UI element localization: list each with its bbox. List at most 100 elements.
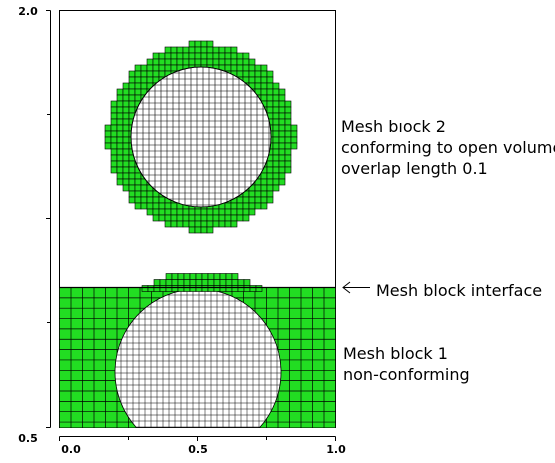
mesh-block-2-cell [224,202,232,210]
mesh-block-2-cell [224,52,232,60]
mesh-block-2-cell [236,52,244,60]
mesh-block-2-cell [272,82,280,90]
overlap-bump-cell [237,285,245,292]
mesh-block-2-cell [248,202,256,210]
overlap-bump-cell [249,285,257,292]
mesh-block-2-cell [128,196,136,204]
overlap-bump-cell [195,285,203,292]
mesh-block-2-cell [134,184,142,192]
mesh-block-2-cell [116,148,124,156]
mesh-block-2-cell [278,172,286,180]
mesh-block-2-cell [134,196,142,204]
mesh-block-2-cell [152,58,160,66]
y-tick-label-bottom: 0.5 [18,432,38,445]
mesh-block-2-cell [134,70,142,78]
mesh-block-2-cell [254,184,262,192]
mesh-block-1-hole [114,288,282,428]
mesh-block-2-cell [206,52,214,60]
mesh-block-2-cell [200,52,208,60]
mesh-block-2-cell [236,70,244,78]
mesh-block-2-cell [116,130,124,138]
mesh-block-2-cell [278,88,286,96]
overlap-bump-cell [183,273,191,280]
mesh-block-2-cell [140,70,148,78]
x-axis: 0.0 0.5 1.0 [59,436,346,456]
mesh-block-2-cell [206,208,214,216]
overlap-bump-cell [207,279,215,286]
mesh-block-2-cell [260,70,268,78]
mesh-block-2-cell [224,58,232,66]
mesh-block-2-cell [134,178,142,186]
mesh-block-2-cell [104,130,112,138]
mesh-block-2-cell [134,172,142,180]
mesh-block-2-cell [248,58,256,66]
mesh-block-2-cell [122,184,130,192]
mesh-block-2-cell [116,160,124,168]
mesh-block-2-cell [104,124,112,132]
mesh-block-2-cell [176,52,184,60]
mesh-block-2-cell [134,94,142,102]
mesh-block-2-cell [170,64,178,72]
mesh-block-2-cell [128,172,136,180]
mesh-block-2-cell [272,118,280,126]
overlap-bump-cell [171,279,179,286]
mesh-block-2-cell [200,46,208,54]
x-tick-label-2: 1.0 [326,443,346,456]
mesh-block-2-cell [278,160,286,168]
overlap-bump-cell [213,285,221,292]
overlap-bump-cell [159,279,167,286]
overlap-bump-cell [147,285,155,292]
mesh-block-2-cell [272,124,280,132]
mesh-block-2-cell [224,220,232,228]
mesh-block-2-cell [230,64,238,72]
mesh-block-2-cell [266,172,274,180]
mesh-block-2-cell [194,40,202,48]
mesh-block-2-cell [224,208,232,216]
mesh-block-2-cell [278,148,286,156]
mesh-block-2-desc-1: conforming to open volume [341,138,555,157]
mesh-block-2-cell [212,52,220,60]
overlap-bump-cell [183,285,191,292]
mesh-block-2-cell [188,40,196,48]
mesh-block-2-cell [254,190,262,198]
overlap-bump-cell [189,285,197,292]
mesh-block-2-cell [140,76,148,84]
mesh-block-2-cell [146,202,154,210]
mesh-block-2-cell [122,130,130,138]
mesh-block-2-cell [110,142,118,150]
mesh-block-2-cell [128,160,136,168]
mesh-block-2-cell [248,76,256,84]
overlap-bump-cell [219,279,227,286]
mesh-block-2-cell [290,130,298,138]
mesh-block-2-cell [128,70,136,78]
mesh-block-2-cell [290,124,298,132]
y-axis: 2.0 0.5 [18,5,51,445]
mesh-block-2-cell [200,58,208,66]
overlap-bump-cell [201,285,209,292]
mesh-block-2-cell [260,178,268,186]
mesh-block-2-cell [128,88,136,96]
mesh-block-2-cell [170,208,178,216]
mesh-block-2-cell [284,154,292,162]
mesh-block-2-cell [134,64,142,72]
mesh-block-2-cell [194,214,202,222]
overlap-bump-cell [219,285,227,292]
mesh-block-2-cell [158,58,166,66]
overlap-bump-cell [219,273,227,280]
mesh-block-2-cell [284,106,292,114]
mesh-block-2-cell [254,202,262,210]
mesh-block-2-cell [284,142,292,150]
mesh-block-2-cell [272,142,280,150]
mesh-block-2-cell [188,208,196,216]
mesh-block-2-cell [122,160,130,168]
mesh-block-2-cell [266,70,274,78]
overlap-bump-cell [195,279,203,286]
mesh-block-2-cell [272,172,280,180]
x-tick-label-1: 0.5 [188,443,208,456]
mesh-block-2-cell [230,46,238,54]
mesh-block-2-cell [116,118,124,126]
mesh-block-2-cell [242,58,250,66]
mesh-block-2-cell [128,166,136,174]
mesh-block-2-cell [110,112,118,120]
